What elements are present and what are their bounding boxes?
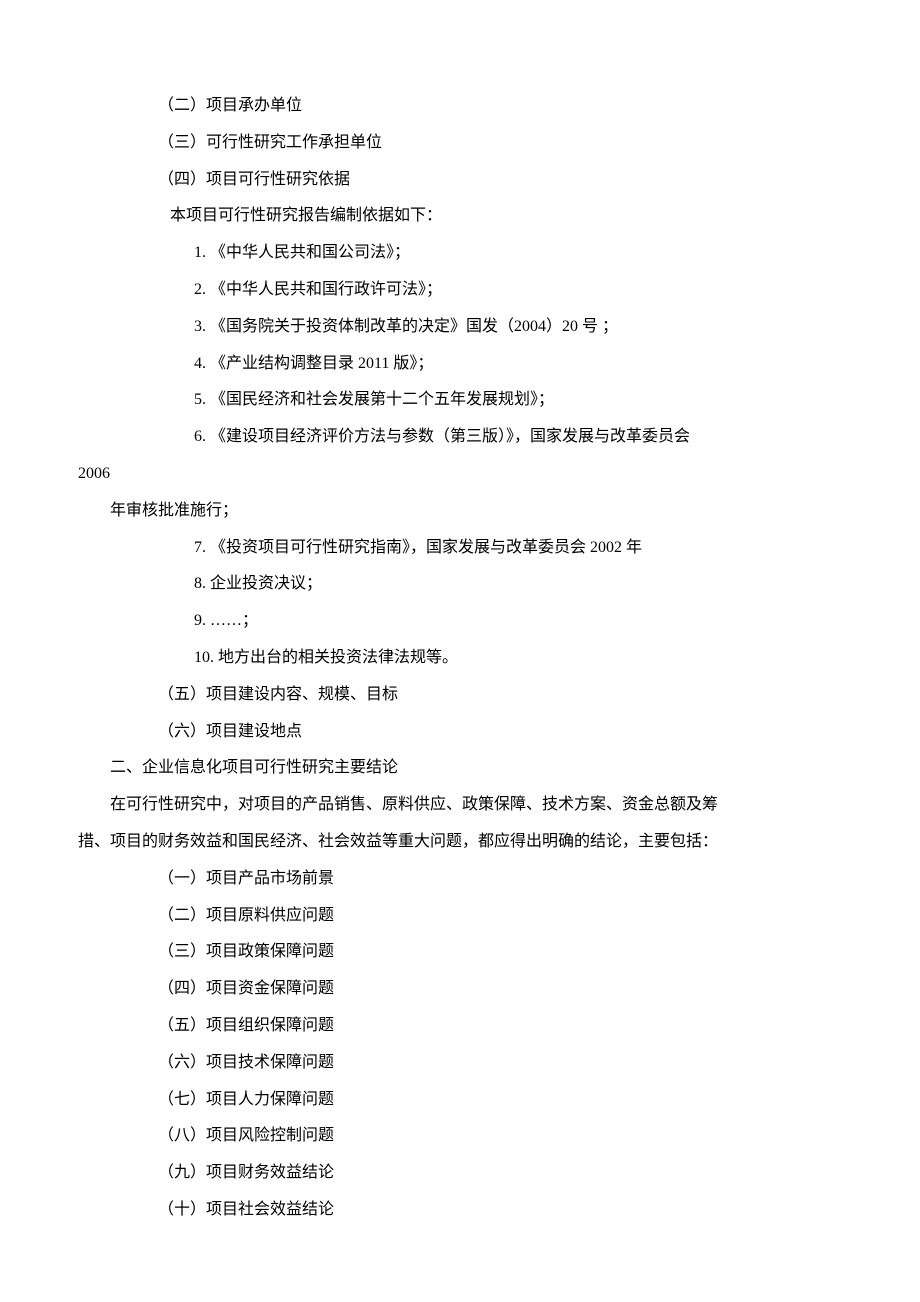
text-line: 8. 企业投资决议； (78, 566, 842, 603)
text-line: （四）项目可行性研究依据 (78, 162, 842, 199)
text-line: （五）项目组织保障问题 (78, 1008, 842, 1045)
text-line: （九）项目财务效益结论 (78, 1155, 842, 1192)
text-line: （六）项目建设地点 (78, 714, 842, 751)
text-line: 7. 《投资项目可行性研究指南》，国家发展与改革委员会 2002 年 (78, 530, 842, 567)
text-line: （四）项目资金保障问题 (78, 971, 842, 1008)
text-line: 2. 《中华人民共和国行政许可法》； (78, 272, 842, 309)
text-line: （三）可行性研究工作承担单位 (78, 125, 842, 162)
text-line: 1. 《中华人民共和国公司法》； (78, 235, 842, 272)
text-line: （一）项目产品市场前景 (78, 861, 842, 898)
text-line: （二）项目承办单位 (78, 88, 842, 125)
text-line: 9. ……； (78, 603, 842, 640)
text-line: （三）项目政策保障问题 (78, 934, 842, 971)
text-line: （五）项目建设内容、规模、目标 (78, 677, 842, 714)
text-line: （六）项目技术保障问题 (78, 1045, 842, 1082)
text-line: 6. 《建设项目经济评价方法与参数（第三版）》，国家发展与改革委员会 (78, 419, 842, 456)
document-page: （二）项目承办单位（三）可行性研究工作承担单位（四）项目可行性研究依据本项目可行… (0, 0, 920, 1289)
text-line: 本项目可行性研究报告编制依据如下： (78, 198, 842, 235)
text-line: 二、企业信息化项目可行性研究主要结论 (78, 750, 842, 787)
text-line: （七）项目人力保障问题 (78, 1082, 842, 1119)
text-line: （二）项目原料供应问题 (78, 898, 842, 935)
text-line: （十）项目社会效益结论 (78, 1192, 842, 1229)
text-line: 10. 地方出台的相关投资法律法规等。 (78, 640, 842, 677)
text-line: 在可行性研究中，对项目的产品销售、原料供应、政策保障、技术方案、资金总额及筹 (78, 787, 842, 824)
text-line: 3. 《国务院关于投资体制改革的决定》国发（2004）20 号 ； (78, 309, 842, 346)
text-line: 5. 《国民经济和社会发展第十二个五年发展规划》； (78, 382, 842, 419)
text-line: 年审核批准施行； (78, 493, 842, 530)
text-line: 4. 《产业结构调整目录 2011 版》； (78, 346, 842, 383)
text-line: 措、项目的财务效益和国民经济、社会效益等重大问题，都应得出明确的结论，主要包括： (78, 824, 842, 861)
text-line: （八）项目风险控制问题 (78, 1118, 842, 1155)
text-line: 2006 (78, 456, 842, 493)
